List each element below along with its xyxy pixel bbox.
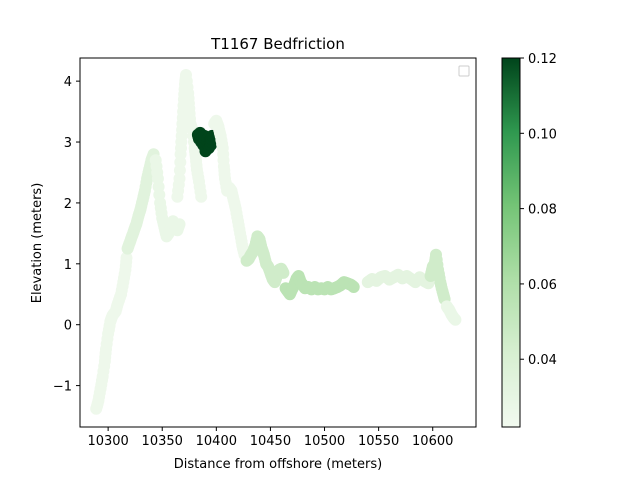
x-axis: 10300 10350 10400 10450 10500 10550 10600 <box>87 427 453 449</box>
legend-box[interactable] <box>458 65 470 77</box>
x-tick-label: 10300 <box>87 434 128 449</box>
colorbar-ticks: 0.04 0.06 0.08 0.10 0.12 <box>520 52 557 368</box>
colorbar-tick-label: 0.12 <box>528 52 557 67</box>
y-axis: −1 0 1 2 3 4 <box>53 75 80 395</box>
x-tick-label: 10400 <box>196 434 237 449</box>
x-tick-label: 10450 <box>250 434 291 449</box>
scatter-points <box>90 69 462 415</box>
colorbar-tick-label: 0.04 <box>528 353 557 368</box>
data-point <box>195 190 208 203</box>
x-tick-label: 10550 <box>358 434 399 449</box>
colorbar-tick-label: 0.08 <box>528 203 557 218</box>
x-axis-label: Distance from offshore (meters) <box>174 457 382 472</box>
x-tick-label: 10600 <box>412 434 453 449</box>
y-tick-label: 0 <box>64 319 72 334</box>
y-tick-label: 2 <box>64 197 72 212</box>
colorbar-tick-label: 0.06 <box>528 278 557 293</box>
data-point <box>277 266 290 279</box>
colorbar <box>501 57 521 428</box>
x-tick-label: 10350 <box>142 434 183 449</box>
plot-area-frame <box>79 57 477 428</box>
y-tick-label: −1 <box>53 380 72 395</box>
data-point <box>173 218 186 231</box>
data-point <box>120 251 133 264</box>
y-axis-label: Elevation (meters) <box>30 183 45 304</box>
y-tick-label: 3 <box>64 136 72 151</box>
colorbar-tick-label: 0.10 <box>528 127 557 142</box>
chart-title: T1167 Bedfriction <box>210 35 345 53</box>
y-tick-label: 4 <box>64 75 72 90</box>
x-tick-label: 10500 <box>304 434 345 449</box>
y-tick-label: 1 <box>64 258 72 273</box>
data-point <box>347 281 360 293</box>
data-point <box>449 313 462 326</box>
